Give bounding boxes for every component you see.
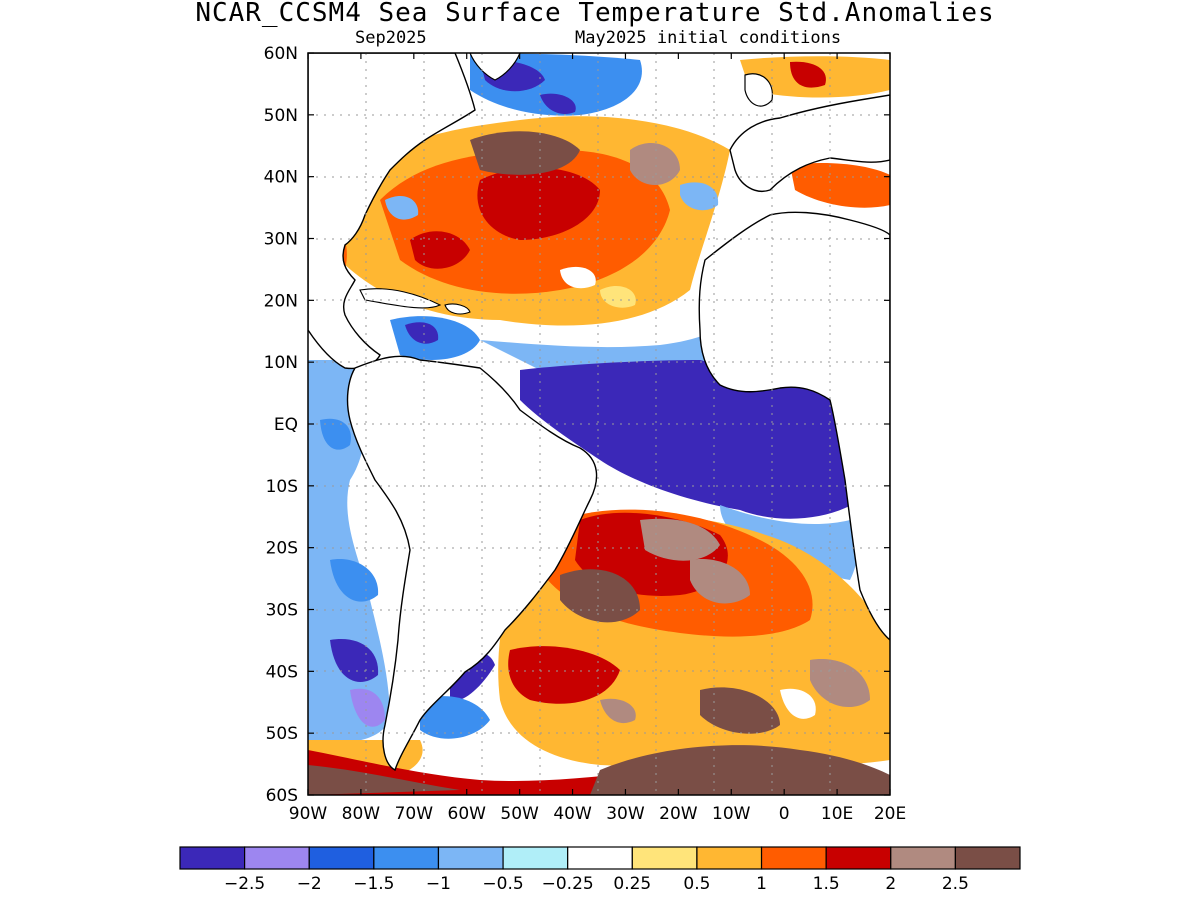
lat-label: 40N <box>264 168 298 188</box>
colorbar-swatch <box>696 846 763 870</box>
colorbar-label: 0.25 <box>613 874 651 894</box>
colorbar-label: −1 <box>426 874 451 894</box>
colorbar-swatch <box>954 846 1021 870</box>
lon-label: 10E <box>821 804 853 824</box>
colorbar-swatch <box>373 846 440 870</box>
lat-label: 50N <box>264 106 298 126</box>
colorbar-swatch <box>760 846 827 870</box>
colorbar-label: 1 <box>756 874 767 894</box>
colorbar-label: 0.5 <box>683 874 710 894</box>
lon-label: 80W <box>342 804 381 824</box>
colorbar-label: 2.5 <box>942 874 969 894</box>
colorbar-swatch <box>179 846 246 870</box>
colorbar-swatch <box>244 846 310 870</box>
lat-label: 20N <box>264 291 298 311</box>
lat-label: 10S <box>266 477 298 497</box>
lon-label: 30W <box>606 804 645 824</box>
lon-label: 10W <box>712 804 751 824</box>
lon-label: 40W <box>553 804 592 824</box>
colorbar-swatch <box>631 846 698 870</box>
colorbar-label: −1.5 <box>353 874 394 894</box>
lon-label: 90W <box>289 804 328 824</box>
lon-label: 20W <box>659 804 698 824</box>
colorbar-label: −0.25 <box>542 874 594 894</box>
colorbar-swatch <box>890 846 956 870</box>
graticule <box>308 53 890 795</box>
lon-label: 0 <box>779 804 790 824</box>
colorbar-swatch <box>825 846 892 870</box>
lat-label: 40S <box>266 662 298 682</box>
colorbar-label: −2 <box>297 874 322 894</box>
longitude-axis: 90W 80W 70W 60W 50W 40W 30W 20W 10W 0 10E 20E <box>289 53 906 824</box>
lon-label: 60W <box>448 804 487 824</box>
lat-label: 30S <box>266 601 298 621</box>
lat-label: 30N <box>264 230 298 250</box>
forecast-month: Sep2025 <box>355 28 427 48</box>
lat-label: 10N <box>264 353 298 373</box>
lat-label: 60S <box>266 786 298 806</box>
lon-label: 70W <box>395 804 434 824</box>
colorbar-label: 1.5 <box>813 874 840 894</box>
land-masses <box>308 53 890 771</box>
lon-label: 20E <box>874 804 906 824</box>
colorbar-swatch <box>567 846 633 870</box>
colorbar-label: −2.5 <box>224 874 265 894</box>
colorbar-label: 2 <box>885 874 896 894</box>
lon-label: 50W <box>500 804 539 824</box>
map-title: NCAR_CCSM4 Sea Surface Temperature Std.A… <box>195 0 995 28</box>
initial-conditions: May2025 initial conditions <box>575 28 842 48</box>
lat-label: 60N <box>264 44 298 64</box>
lat-label: 50S <box>266 724 298 744</box>
colorbar-swatch <box>308 846 375 870</box>
latitude-axis: 60N 50N 40N 30N 20N 10N EQ 10S 20S 30S 40S 50S 60S <box>264 44 890 806</box>
lat-label: EQ <box>274 415 298 435</box>
colorbar-swatch <box>502 846 569 870</box>
colorbar-swatch <box>437 846 504 870</box>
colorbar: −2.5 −2 −1.5 −1 −0.5 −0.25 0.25 0.5 1 1.5 2 2.5 <box>179 846 1021 894</box>
colorbar-label: −0.5 <box>482 874 523 894</box>
lat-label: 20S <box>266 539 298 559</box>
